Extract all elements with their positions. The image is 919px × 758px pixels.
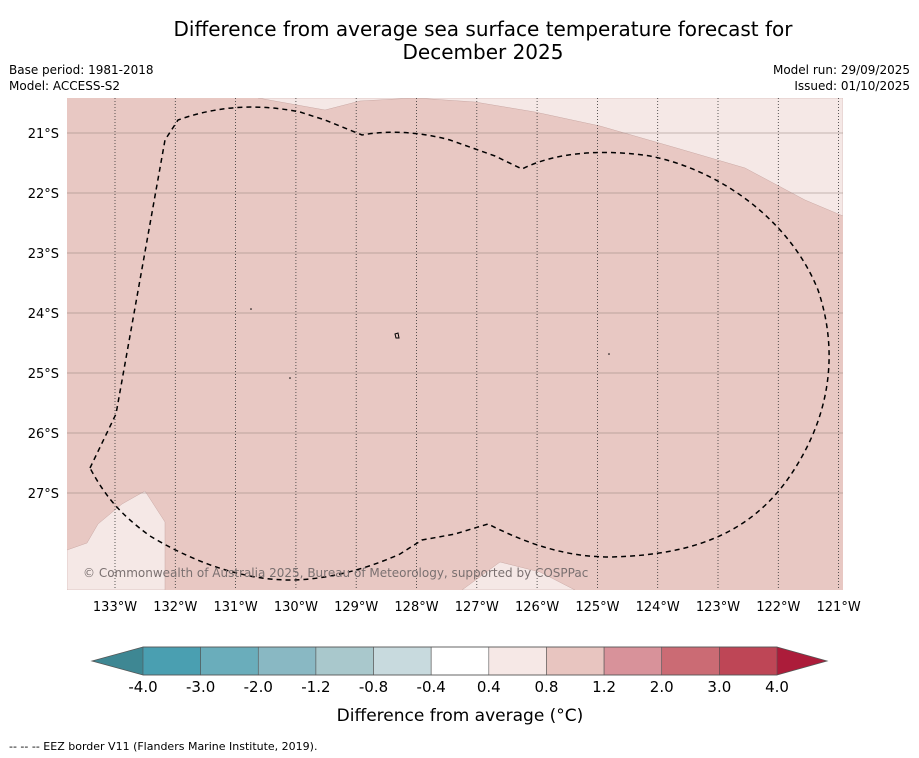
colorbar-under-arrow: [92, 647, 143, 675]
island: [289, 377, 291, 379]
colorbar-tick-label: -0.8: [359, 678, 388, 696]
issued-date: Issued: 01/10/2025: [794, 79, 910, 93]
colorbar-tick-label: 3.0: [707, 678, 731, 696]
longitude-label: 127°W: [455, 600, 499, 615]
colorbar-tick-labels: -4.0 -3.0 -2.0 -1.2 -0.8 -0.4 0.4 0.8 1.2 2.0 3.0 4…: [128, 678, 789, 696]
anomaly-field-light-northeast: [257, 98, 843, 217]
colorbar-tick-label: 0.8: [535, 678, 559, 696]
colorbar-tick-label: -0.4: [417, 678, 446, 696]
islands: [250, 308, 610, 379]
eez-border: [89, 106, 830, 581]
colorbar-cell: [315, 646, 374, 676]
meta-left: Base period: 1981-2018 Model: ACCESS-S2: [9, 62, 154, 94]
colorbar-cells: [142, 646, 778, 676]
colorbar-cell: [200, 646, 259, 676]
model-name: Model: ACCESS-S2: [9, 79, 121, 93]
map-area: © Commonwealth of Australia 2025, Bureau…: [67, 98, 843, 590]
latitude-labels: 21°S 22°S 23°S 24°S 25°S 26°S 27°S: [28, 127, 59, 502]
longitude-label: 122°W: [756, 600, 800, 615]
longitude-label: 129°W: [334, 600, 378, 615]
anomaly-field-light-southwest: [67, 490, 166, 590]
title-line-1: Difference from average sea surface temp…: [173, 17, 793, 41]
longitude-label: 124°W: [636, 600, 680, 615]
meta-right: Model run: 29/09/2025 Issued: 01/10/2025: [773, 62, 910, 94]
longitude-label: 121°W: [817, 600, 861, 615]
colorbar-cell: [373, 646, 432, 676]
copyright-note: © Commonwealth of Australia 2025, Bureau…: [83, 566, 588, 580]
latitude-gridlines: [67, 132, 843, 494]
colorbar-tick-label: -4.0: [128, 678, 157, 696]
longitude-label: 133°W: [93, 600, 137, 615]
colorbar-tick-label: 1.2: [592, 678, 616, 696]
longitude-label: 128°W: [394, 600, 438, 615]
colorbar-outline: [90, 646, 829, 676]
colorbar-cell: [488, 646, 547, 676]
title-line-2: December 2025: [402, 40, 564, 64]
colorbar-cell: [661, 646, 720, 676]
colorbar-tick-label: -2.0: [244, 678, 273, 696]
latitude-label: 24°S: [28, 307, 59, 322]
latitude-label: 22°S: [28, 187, 59, 202]
colorbar-cell: [603, 646, 663, 676]
base-period: Base period: 1981-2018: [9, 63, 154, 77]
colorbar-label: Difference from average (°C): [337, 706, 584, 726]
longitude-label: 132°W: [153, 600, 197, 615]
island: [250, 308, 252, 310]
latitude-label: 25°S: [28, 367, 59, 382]
anomaly-field-warm: [67, 98, 843, 590]
latitude-label: 21°S: [28, 127, 59, 142]
colorbar: -4.0 -3.0 -2.0 -1.2 -0.8 -0.4 0.4 0.8 1.2 2.0 3.0 4…: [90, 646, 829, 726]
latitude-label: 27°S: [28, 487, 59, 502]
longitude-labels: 133°W 132°W 131°W 130°W 129°W 128°W 127°W 126°W…: [93, 600, 861, 615]
colorbar-tick-label: -1.2: [301, 678, 330, 696]
colorbar-cell: [142, 646, 201, 676]
colorbar-cell: [719, 646, 778, 676]
colorbar-cell: [430, 646, 490, 676]
colorbar-cell: [546, 646, 605, 676]
colorbar-tick-label: -3.0: [186, 678, 215, 696]
longitude-label: 123°W: [696, 600, 740, 615]
longitude-label: 126°W: [515, 600, 559, 615]
longitude-label: 130°W: [274, 600, 318, 615]
colorbar-over-arrow: [777, 647, 827, 675]
model-run: Model run: 29/09/2025: [772, 63, 910, 77]
anomaly-field-light-south: [461, 561, 576, 590]
latitude-label: 23°S: [28, 247, 59, 262]
longitude-gridlines: [114, 98, 839, 590]
chart-title: Difference from average sea surface temp…: [0, 18, 919, 64]
longitude-label: 131°W: [214, 600, 258, 615]
eez-footnote: -- -- -- EEZ border V11 (Flanders Marine…: [9, 740, 318, 753]
longitude-label: 125°W: [575, 600, 619, 615]
colorbar-cell: [257, 646, 317, 676]
colorbar-tick-label: 4.0: [765, 678, 789, 696]
colorbar-tick-label: 0.4: [477, 678, 501, 696]
island: [394, 332, 400, 339]
island: [608, 353, 610, 355]
latitude-label: 26°S: [28, 427, 59, 442]
colorbar-tick-label: 2.0: [650, 678, 674, 696]
